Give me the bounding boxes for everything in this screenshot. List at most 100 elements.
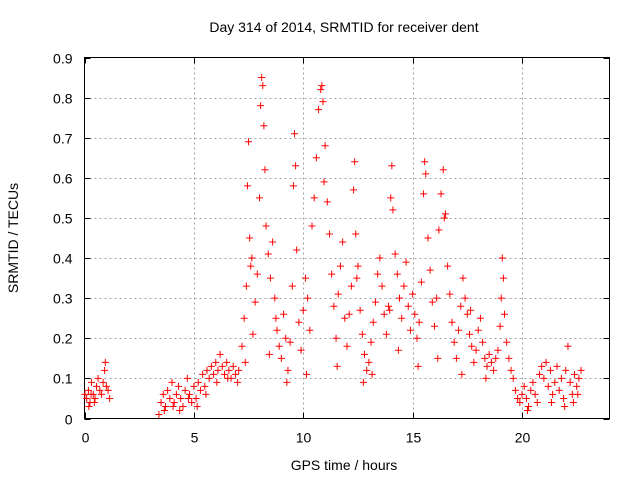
data-point xyxy=(439,166,447,174)
data-point xyxy=(417,278,425,286)
data-point xyxy=(393,270,401,278)
data-point xyxy=(574,390,582,398)
data-point xyxy=(562,366,570,374)
x-tick-labels: 0 5 10 15 20 xyxy=(82,430,531,446)
data-point xyxy=(367,338,375,346)
y-tick-labels: 0 0.1 0.2 0.3 0.4 0.5 0.6 0.7 0.8 0.9 xyxy=(53,51,73,428)
data-point xyxy=(560,394,568,402)
data-point xyxy=(308,222,316,230)
data-point xyxy=(544,382,552,390)
data-point xyxy=(301,274,309,282)
data-point xyxy=(157,398,165,406)
plot-frame xyxy=(84,57,610,419)
data-point xyxy=(573,382,581,390)
data-point xyxy=(564,342,572,350)
data-point xyxy=(247,262,255,270)
data-point xyxy=(482,374,490,382)
data-point xyxy=(306,326,314,334)
data-point xyxy=(555,386,563,394)
y-tick-label: 0.3 xyxy=(53,291,73,307)
data-point xyxy=(94,374,102,382)
data-point xyxy=(88,378,95,386)
data-point xyxy=(404,302,412,310)
data-point xyxy=(235,366,243,374)
data-point xyxy=(455,326,463,334)
data-point xyxy=(400,282,408,290)
data-point xyxy=(90,398,98,406)
data-point xyxy=(409,290,417,298)
data-point xyxy=(260,122,268,130)
data-point xyxy=(382,330,390,338)
data-point xyxy=(391,250,399,258)
data-point xyxy=(440,214,448,222)
data-point xyxy=(548,398,556,406)
data-point xyxy=(529,378,537,386)
data-point xyxy=(304,294,312,302)
data-point xyxy=(288,282,296,290)
data-point xyxy=(406,326,414,334)
data-point xyxy=(466,330,473,338)
data-point xyxy=(343,342,351,350)
data-point xyxy=(264,250,272,258)
data-point xyxy=(223,358,231,366)
data-point xyxy=(273,326,281,334)
data-point xyxy=(196,386,204,394)
data-point xyxy=(421,158,429,166)
data-point xyxy=(518,390,526,398)
data-point xyxy=(498,254,506,262)
data-point xyxy=(388,162,396,170)
data-point xyxy=(87,390,95,398)
data-point xyxy=(246,234,254,242)
data-point xyxy=(577,366,585,374)
data-point xyxy=(479,338,487,346)
data-point xyxy=(210,370,218,378)
data-point xyxy=(190,382,198,390)
data-point xyxy=(159,390,167,398)
data-point xyxy=(193,402,201,410)
data-point xyxy=(514,394,522,402)
data-point xyxy=(523,406,531,414)
data-point xyxy=(318,82,326,90)
data-point xyxy=(553,362,561,370)
data-point xyxy=(463,310,471,318)
data-point xyxy=(336,262,344,270)
data-point xyxy=(487,358,495,366)
data-point xyxy=(280,310,288,318)
data-point xyxy=(551,378,559,386)
y-tick-label: 0.8 xyxy=(53,91,73,107)
data-point xyxy=(275,342,283,350)
data-point xyxy=(444,262,452,270)
data-point xyxy=(194,378,202,386)
data-point xyxy=(104,386,112,394)
data-point xyxy=(461,294,469,302)
data-point xyxy=(277,354,285,362)
data-point xyxy=(291,130,298,138)
data-point xyxy=(242,282,250,290)
data-point xyxy=(467,306,475,314)
data-point xyxy=(413,334,421,342)
data-point xyxy=(330,302,338,310)
data-point xyxy=(320,178,328,186)
data-point xyxy=(203,366,211,374)
data-point xyxy=(411,310,419,318)
x-tick-label: 5 xyxy=(191,430,199,446)
data-point xyxy=(468,342,476,350)
data-point xyxy=(259,82,267,90)
data-point xyxy=(326,230,333,238)
data-point xyxy=(188,398,196,406)
data-point xyxy=(218,362,226,370)
data-point xyxy=(310,194,318,202)
data-point xyxy=(540,374,548,382)
data-point xyxy=(458,370,466,378)
data-point xyxy=(389,206,397,214)
data-point xyxy=(414,362,422,370)
data-point xyxy=(533,398,541,406)
data-point xyxy=(494,346,502,354)
data-point xyxy=(317,86,325,94)
data-point xyxy=(459,274,467,282)
y-tick-label: 0.5 xyxy=(53,211,73,227)
data-point xyxy=(161,402,169,410)
data-point xyxy=(446,290,454,298)
data-point xyxy=(345,310,353,318)
data-point xyxy=(376,254,384,262)
